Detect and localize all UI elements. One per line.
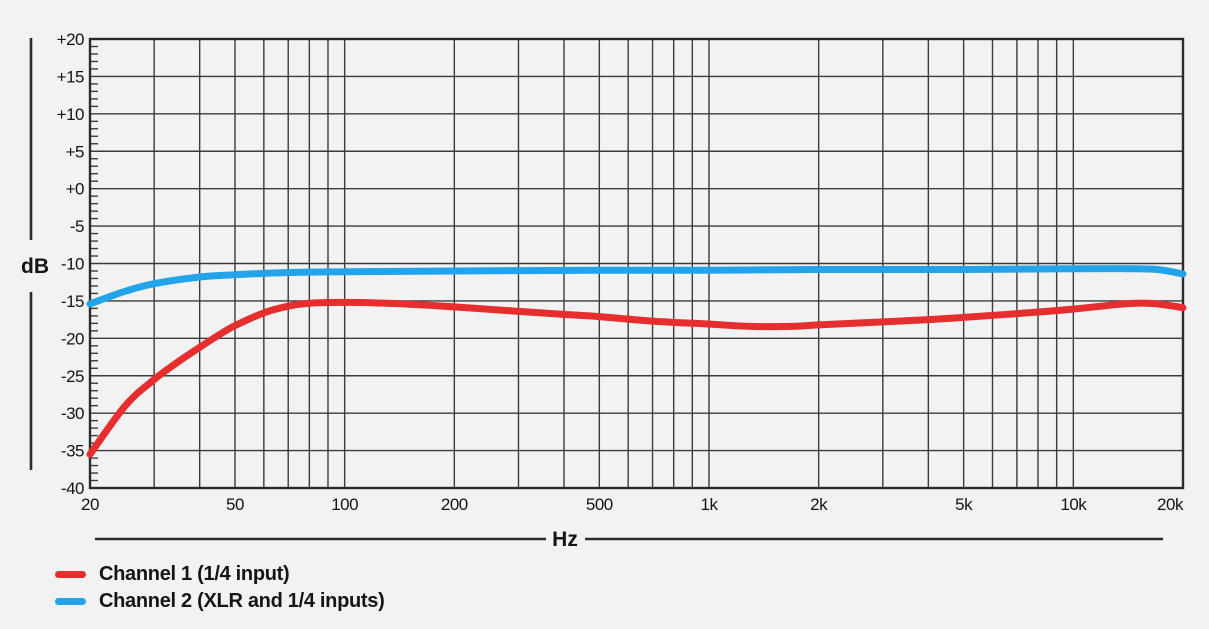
x-tick-label: 500 [586, 495, 613, 514]
plot-border [88, 37, 1185, 490]
y-tick-label: -30 [61, 404, 84, 423]
x-tick-label: 200 [441, 495, 468, 514]
y-tick-label: +20 [57, 30, 84, 49]
x-tick-label: 1k [701, 495, 719, 514]
y-tick-label: +15 [57, 67, 84, 86]
y-tick-label: -5 [70, 217, 84, 236]
legend-swatch-icon [55, 571, 86, 578]
y-tick-label: -15 [61, 292, 84, 311]
plot-frame [88, 37, 1185, 490]
legend-swatch-icon [55, 598, 86, 605]
legend-label: Channel 2 (XLR and 1/4 inputs) [99, 590, 385, 612]
x-axis-bracket: Hz [95, 528, 1163, 551]
x-tick-label: 5k [955, 495, 973, 514]
y-axis-title: dB [21, 255, 49, 278]
legend-item-channel-2: Channel 2 (XLR and 1/4 inputs) [55, 588, 385, 615]
y-tick-label: -25 [61, 367, 84, 386]
legend-item-channel-1: Channel 1 (1/4 input) [55, 561, 384, 588]
grid-lines [89, 38, 1184, 489]
y-tick-label: -10 [61, 255, 84, 274]
x-tick-label: 100 [331, 495, 358, 514]
x-tick-label: 20 [81, 495, 99, 514]
y-tick-label: +10 [57, 105, 84, 124]
x-tick-label: 50 [226, 495, 244, 514]
y-tick-label: -20 [61, 329, 84, 348]
curve-channel-2 [86, 265, 1187, 308]
y-tick-label: +0 [66, 180, 84, 199]
response-curves [86, 265, 1187, 458]
chart-legend: Channel 1 (1/4 input) Channel 2 (XLR and … [55, 561, 385, 615]
curve-channel-1 [86, 298, 1187, 458]
x-axis-title: Hz [552, 528, 578, 551]
y-tick-label: -35 [61, 442, 84, 461]
y-axis-bracket: dB [21, 38, 49, 470]
y-tick-label: +5 [66, 142, 84, 161]
y-tick-label: -40 [61, 479, 84, 498]
x-tick-label: 20k [1157, 495, 1184, 514]
x-tick-label: 10k [1060, 495, 1087, 514]
x-tick-label: 2k [810, 495, 828, 514]
legend-label: Channel 1 (1/4 input) [99, 563, 290, 585]
axis-minor-ticks [90, 45, 98, 482]
